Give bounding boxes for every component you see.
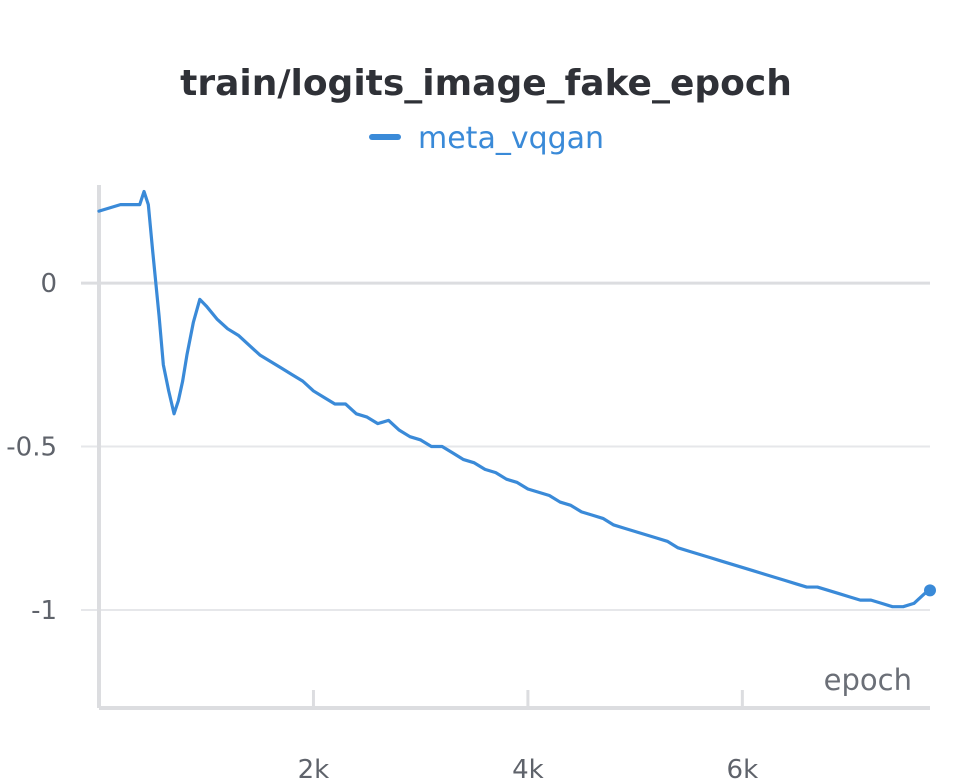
x-axis-label: epoch <box>824 663 912 697</box>
y-tick-label: -1 <box>31 596 57 626</box>
y-tick-label: -0.5 <box>6 433 57 463</box>
series-endpoint-marker <box>924 584 936 597</box>
legend[interactable]: meta_vqgan <box>369 121 604 156</box>
chart-title: train/logits_image_fake_epoch <box>180 63 792 104</box>
x-tick-label: 6k <box>727 755 759 783</box>
x-tick-label: 2k <box>298 755 330 783</box>
y-tick-label: 0 <box>40 269 57 299</box>
grid <box>81 281 930 611</box>
axes: 0 -0.5 -1 2k 4k 6k <box>6 185 930 783</box>
legend-label-meta-vqgan: meta_vqgan <box>418 121 604 156</box>
series-layer <box>97 189 936 609</box>
series-line-meta-vqgan <box>97 189 932 609</box>
x-tick-label: 4k <box>512 755 544 783</box>
